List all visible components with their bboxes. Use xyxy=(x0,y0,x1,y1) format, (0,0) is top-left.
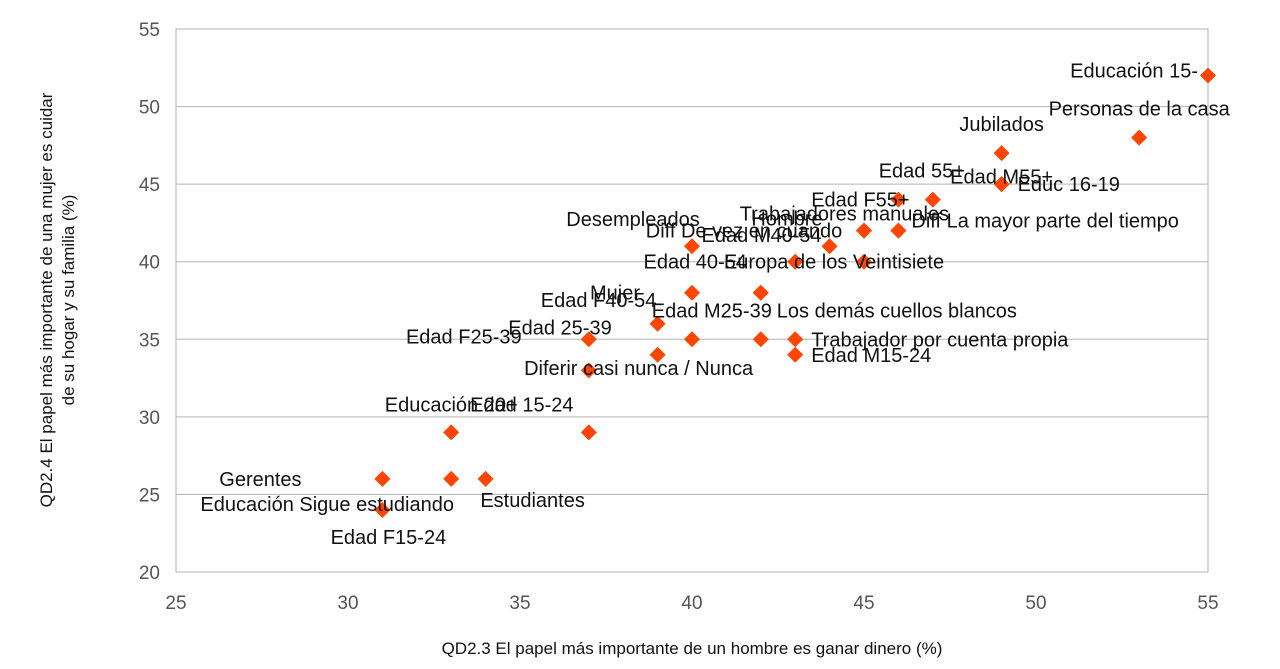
data-point-marker xyxy=(684,284,700,301)
data-point-label: Europa de los Veintisiete xyxy=(724,252,944,274)
data-point-marker xyxy=(1200,67,1216,84)
data-point-marker xyxy=(649,315,666,332)
data-point-marker xyxy=(787,346,804,363)
y-tick-label: 40 xyxy=(139,253,160,274)
data-point-label: Edad 25-39 xyxy=(508,317,611,339)
data-point-marker xyxy=(477,470,494,487)
data-point-marker xyxy=(684,238,700,255)
data-point-label: Trabajador por cuenta propia xyxy=(811,329,1069,351)
data-point-label: Gerentes xyxy=(219,469,301,491)
data-point-label: Edad M25-39 xyxy=(652,301,772,323)
data-point-marker xyxy=(580,362,597,379)
data-point-label: Edad F40-54 xyxy=(541,290,657,312)
data-point-marker xyxy=(890,191,907,208)
data-point-label: Edad 15-24 xyxy=(470,394,573,416)
data-point-label: Edad F55+ xyxy=(811,190,909,212)
data-point-label: Edad M15-24 xyxy=(811,345,931,367)
y-tick-label: 55 xyxy=(139,20,160,41)
data-points xyxy=(374,67,1216,518)
y-tick-label: 30 xyxy=(139,408,160,429)
data-point-label: Trabajadores manuales xyxy=(740,204,949,226)
y-tick-label: 25 xyxy=(139,485,160,506)
data-point-marker xyxy=(787,331,804,348)
data-point-label: Educ 16-19 xyxy=(1018,174,1120,196)
x-tick-label: 35 xyxy=(509,593,530,614)
data-point-label: Edad M55+ xyxy=(950,167,1053,189)
data-point-marker xyxy=(443,470,460,487)
y-axis-title-line-2: de su hogar y su familia (%) xyxy=(59,195,78,406)
data-point-label: Personas de la casa xyxy=(1049,99,1231,121)
y-tick-label: 35 xyxy=(139,330,160,351)
data-point-marker xyxy=(752,284,769,301)
data-point-label: Edad 55+ xyxy=(879,161,965,183)
data-point-label: Hombre xyxy=(751,209,822,231)
data-point-label: Jubilados xyxy=(959,114,1044,136)
plot-frame xyxy=(175,28,1209,573)
data-point-marker xyxy=(443,424,460,441)
data-point-label: Edad F25-39 xyxy=(406,326,522,348)
x-tick-label: 55 xyxy=(1197,593,1218,614)
data-point-label: Diferir casi nunca / Nunca xyxy=(524,358,754,380)
data-point-marker xyxy=(684,331,700,348)
y-tick-label: 50 xyxy=(139,98,160,119)
data-point-label: Edad F15-24 xyxy=(331,527,447,549)
data-point-label: Edad 40-54 xyxy=(643,252,746,274)
data-point-marker xyxy=(993,145,1010,162)
x-tick-label: 45 xyxy=(853,593,874,614)
data-point-label: Desempleados xyxy=(566,209,699,231)
data-point-marker xyxy=(924,191,941,208)
data-point-marker xyxy=(856,222,872,239)
data-point-label: Educación 20+ xyxy=(385,394,518,416)
data-point-marker xyxy=(374,501,391,518)
point-labels: Educación 15- Personas de la casaJubilado… xyxy=(200,61,1230,549)
data-point-label: Educación Sigue estudiando xyxy=(200,494,454,516)
data-point-marker xyxy=(374,470,391,487)
data-point-marker xyxy=(580,424,597,441)
y-axis-title-line-1: QD2.4 El papel más importante de una muj… xyxy=(37,92,56,507)
data-point-label: Diff De vez en cuando xyxy=(646,221,842,243)
data-point-marker xyxy=(787,253,804,270)
x-tick-label: 40 xyxy=(681,593,702,614)
x-axis-title: QD2.3 El papel más importante de un homb… xyxy=(442,639,943,658)
data-point-label: Educación 15- xyxy=(1070,61,1198,83)
x-tick-label: 25 xyxy=(165,593,186,614)
x-tick-label: 30 xyxy=(337,593,358,614)
data-point-marker xyxy=(856,253,872,270)
data-point-marker xyxy=(821,238,838,255)
gridlines xyxy=(176,28,1208,573)
data-point-label: Estudiantes xyxy=(480,490,585,512)
data-point-marker xyxy=(752,331,769,348)
y-tick-label: 20 xyxy=(139,563,160,584)
x-tick-label: 50 xyxy=(1025,593,1046,614)
data-point-marker xyxy=(890,222,907,239)
data-point-marker xyxy=(1131,129,1148,146)
data-point-marker xyxy=(580,331,597,348)
data-point-label: Los demás cuellos blancos xyxy=(777,301,1017,323)
data-point-marker xyxy=(993,176,1010,193)
data-point-label: Diff La mayor parte del tiempo xyxy=(911,211,1179,233)
data-point-label: Edad M40-54 xyxy=(702,225,822,247)
y-tick-label: 45 xyxy=(139,175,160,196)
data-point-marker xyxy=(649,346,666,363)
data-point-label: Mujer xyxy=(590,283,640,305)
